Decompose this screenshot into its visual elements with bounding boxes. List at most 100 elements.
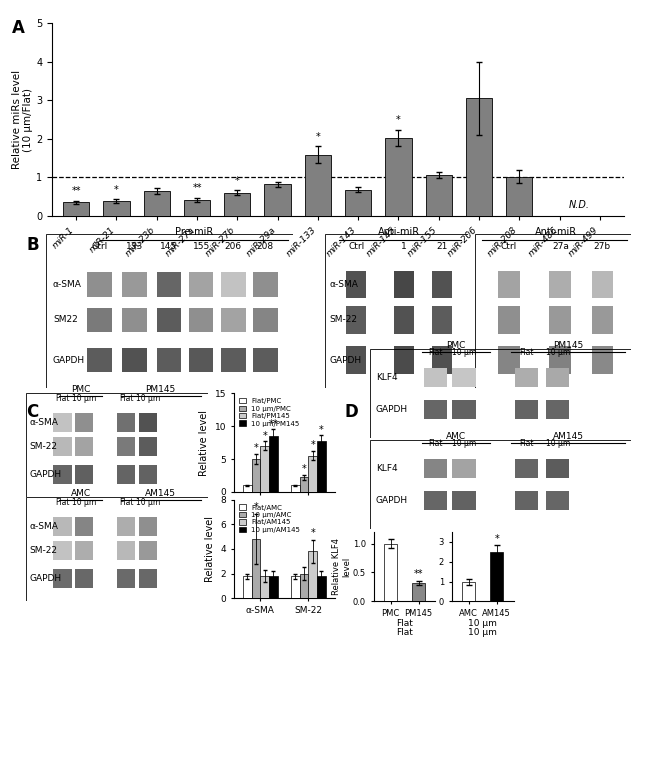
- Text: GAPDH: GAPDH: [330, 355, 361, 365]
- Bar: [117, 541, 135, 560]
- Bar: [157, 308, 181, 332]
- Legend: Flat/PMC, 10 μm/PMC, Flat/PM145, 10 μm/PM145: Flat/PMC, 10 μm/PMC, Flat/PM145, 10 μm/P…: [237, 397, 301, 428]
- Bar: [546, 491, 569, 510]
- Bar: [188, 348, 213, 372]
- Bar: [75, 413, 94, 432]
- Bar: [394, 306, 413, 334]
- Bar: [317, 440, 326, 492]
- Text: 155: 155: [192, 241, 210, 251]
- Bar: [317, 576, 326, 598]
- Text: 10 μm: 10 μm: [72, 393, 96, 402]
- Text: *: *: [319, 425, 324, 435]
- Bar: [53, 517, 72, 536]
- Text: 10 μm: 10 μm: [545, 348, 570, 357]
- Bar: [549, 306, 571, 334]
- Text: N.D.: N.D.: [569, 200, 590, 210]
- Text: GAPDH: GAPDH: [30, 574, 62, 583]
- Bar: [243, 576, 252, 598]
- Bar: [261, 446, 269, 492]
- Bar: [139, 517, 157, 536]
- Bar: [53, 541, 72, 560]
- Bar: [424, 491, 447, 510]
- Text: 10 μm: 10 μm: [452, 348, 476, 357]
- Text: GAPDH: GAPDH: [53, 355, 85, 365]
- Text: B: B: [26, 236, 38, 254]
- Text: Flat: Flat: [55, 393, 70, 402]
- Bar: [53, 437, 72, 456]
- Text: Flat: Flat: [396, 628, 413, 637]
- Bar: [269, 436, 278, 492]
- Text: **: **: [192, 183, 202, 194]
- Bar: [515, 400, 538, 419]
- Bar: [261, 576, 269, 598]
- Bar: [75, 569, 94, 588]
- Bar: [345, 190, 371, 216]
- Text: 27b: 27b: [594, 241, 611, 251]
- Bar: [63, 203, 89, 216]
- Bar: [490, 552, 503, 601]
- Bar: [224, 193, 250, 216]
- Text: KLF4: KLF4: [376, 464, 397, 473]
- Text: *: *: [114, 185, 119, 195]
- Bar: [139, 465, 157, 483]
- Text: Flat: Flat: [519, 348, 534, 357]
- Text: GAPDH: GAPDH: [376, 496, 408, 505]
- Bar: [53, 465, 72, 483]
- Bar: [75, 517, 94, 536]
- Bar: [253, 348, 278, 372]
- Bar: [466, 99, 492, 216]
- Bar: [515, 459, 538, 478]
- Bar: [117, 569, 135, 588]
- Bar: [384, 544, 397, 601]
- Text: PM145: PM145: [146, 386, 176, 394]
- Bar: [549, 271, 571, 298]
- Bar: [221, 308, 246, 332]
- Bar: [424, 368, 447, 387]
- Bar: [426, 176, 452, 216]
- Bar: [308, 456, 317, 492]
- Bar: [243, 485, 252, 492]
- Text: SM22: SM22: [53, 315, 77, 325]
- Bar: [424, 400, 447, 419]
- Bar: [424, 459, 447, 478]
- Text: Ctrl: Ctrl: [92, 241, 108, 251]
- Text: *: *: [254, 443, 259, 453]
- Bar: [144, 191, 170, 216]
- Bar: [157, 272, 181, 297]
- Y-axis label: Relative level: Relative level: [205, 516, 215, 582]
- Bar: [452, 368, 476, 387]
- Text: Flat: Flat: [428, 439, 443, 448]
- Text: *: *: [263, 430, 267, 440]
- Bar: [53, 413, 72, 432]
- Bar: [546, 368, 569, 387]
- Bar: [546, 400, 569, 419]
- Y-axis label: Relative KLF4
level: Relative KLF4 level: [332, 538, 352, 595]
- Text: *: *: [302, 464, 306, 474]
- Bar: [221, 348, 246, 372]
- Bar: [308, 551, 317, 598]
- Bar: [252, 459, 261, 492]
- Text: D: D: [344, 403, 358, 421]
- Bar: [515, 491, 538, 510]
- Bar: [117, 437, 135, 456]
- Bar: [498, 346, 520, 374]
- Bar: [300, 574, 308, 598]
- Bar: [252, 539, 261, 598]
- Text: 21: 21: [437, 241, 448, 251]
- Text: GAPDH: GAPDH: [376, 405, 408, 414]
- Bar: [515, 368, 538, 387]
- Bar: [346, 271, 367, 298]
- Text: 133: 133: [126, 241, 143, 251]
- Y-axis label: Relative level: Relative level: [200, 409, 209, 476]
- Bar: [269, 576, 278, 598]
- Y-axis label: Relative miRs level
(10 μm/Flat): Relative miRs level (10 μm/Flat): [12, 70, 33, 169]
- Text: AMC: AMC: [71, 490, 90, 498]
- Text: Anti-miR: Anti-miR: [378, 227, 421, 237]
- Text: A: A: [12, 19, 25, 37]
- Bar: [346, 306, 367, 334]
- Text: **: **: [414, 570, 423, 580]
- Bar: [432, 306, 452, 334]
- Text: Anti-miR: Anti-miR: [534, 227, 577, 237]
- Bar: [117, 413, 135, 432]
- Bar: [139, 437, 157, 456]
